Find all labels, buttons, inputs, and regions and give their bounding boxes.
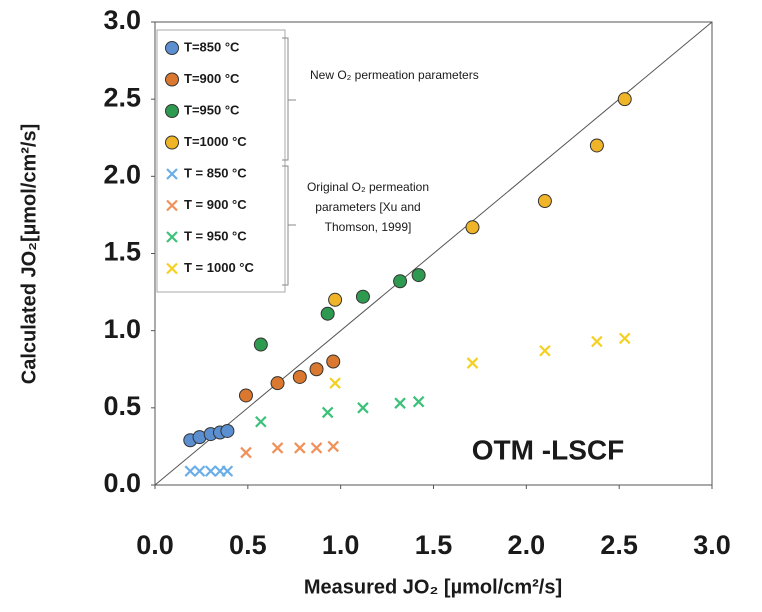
data-point xyxy=(184,465,197,477)
legend-marker xyxy=(166,231,178,243)
legend-marker xyxy=(166,262,178,275)
x-tick-label: 2.5 xyxy=(600,530,638,560)
data-point xyxy=(253,337,268,352)
legend-marker xyxy=(166,199,178,212)
data-point xyxy=(591,335,603,348)
annotation: OTM -LSCF xyxy=(472,434,624,465)
legend-label: T=850 °C xyxy=(184,39,240,54)
y-tick-label: 0.5 xyxy=(103,391,141,421)
annotation: parameters [Xu and xyxy=(315,200,420,214)
data-point xyxy=(271,442,284,454)
bracket xyxy=(282,37,296,161)
data-point xyxy=(393,274,408,289)
data-point xyxy=(221,465,234,477)
data-point xyxy=(321,406,334,419)
data-point xyxy=(329,377,341,389)
legend-marker xyxy=(165,41,179,55)
data-point xyxy=(270,376,285,391)
legend-label: T=950 °C xyxy=(184,102,240,117)
y-tick-label: 2.5 xyxy=(103,82,141,112)
x-tick-label: 1.5 xyxy=(415,530,453,560)
data-point xyxy=(193,465,206,477)
legend-marker xyxy=(166,168,178,180)
data-point xyxy=(412,395,425,408)
legend-marker xyxy=(165,135,179,150)
legend-label: T = 850 °C xyxy=(184,165,247,180)
data-point xyxy=(326,354,341,369)
x-tick-label: 2.0 xyxy=(508,530,546,560)
data-point xyxy=(355,289,370,304)
data-point xyxy=(357,402,369,414)
data-point xyxy=(327,440,340,453)
data-point xyxy=(465,220,480,235)
data-point xyxy=(539,344,551,357)
y-tick-label: 1.0 xyxy=(103,314,141,344)
legend-marker xyxy=(165,72,179,87)
legend-label: T = 950 °C xyxy=(184,228,247,243)
x-axis-label: Measured JO₂ [µmol/cm²/s] xyxy=(304,576,562,598)
data-point xyxy=(320,306,335,321)
x-tick-label: 3.0 xyxy=(693,530,731,560)
data-point xyxy=(310,442,323,454)
y-tick-label: 3.0 xyxy=(103,5,141,35)
y-axis-label: Calculated JO₂[µmol/cm²/s] xyxy=(18,124,40,384)
annotation: New O₂ permeation parameters xyxy=(310,68,479,82)
data-point xyxy=(394,397,406,409)
data-point xyxy=(255,415,267,428)
data-point xyxy=(220,423,235,438)
legend-label: T=1000 °C xyxy=(184,134,247,149)
legend-label: T=900 °C xyxy=(184,71,240,86)
x-tick-label: 0.0 xyxy=(136,530,174,560)
legend-box xyxy=(156,29,286,293)
data-point xyxy=(618,332,631,345)
data-point xyxy=(240,446,252,459)
data-point xyxy=(328,292,343,307)
y-tick-label: 1.5 xyxy=(103,237,141,267)
data-point xyxy=(589,138,604,153)
legend-label: T = 1000 °C xyxy=(184,260,254,275)
data-point xyxy=(617,92,632,107)
data-point xyxy=(204,465,217,477)
legend-label: T = 900 °C xyxy=(184,197,247,212)
x-tick-label: 0.5 xyxy=(229,530,267,560)
y-tick-label: 0.0 xyxy=(103,468,141,498)
data-point xyxy=(292,369,307,384)
annotation: Original O₂ permeation xyxy=(307,180,429,194)
data-point xyxy=(466,357,479,369)
bracket xyxy=(282,165,296,286)
legend-marker xyxy=(165,104,179,118)
y-tick-label: 2.0 xyxy=(103,159,141,189)
x-tick-label: 1.0 xyxy=(322,530,360,560)
data-point xyxy=(537,194,552,209)
data-point xyxy=(411,268,426,283)
data-point xyxy=(238,388,253,403)
data-point xyxy=(294,442,306,454)
data-point xyxy=(309,362,324,377)
annotation: Thomson, 1999] xyxy=(325,220,412,234)
